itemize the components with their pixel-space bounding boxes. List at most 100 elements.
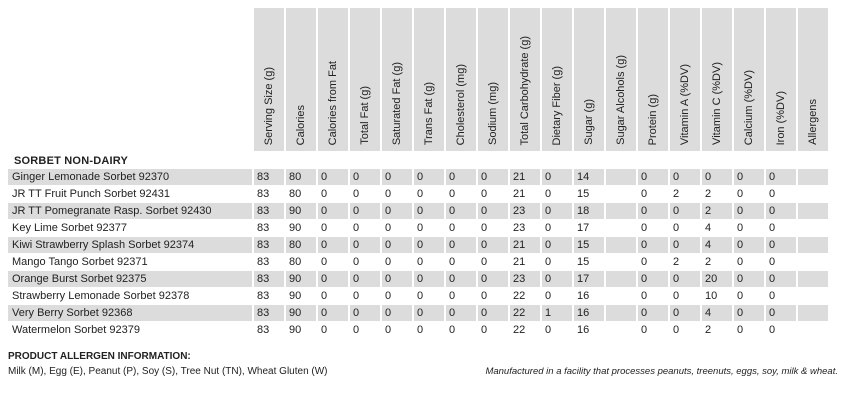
- table-cell: 0: [414, 237, 444, 253]
- table-cell: 0: [673, 324, 680, 336]
- column-header-label: Dietary Fiber (g): [551, 65, 563, 145]
- table-cell: 0: [638, 305, 668, 321]
- table-cell: [606, 220, 636, 236]
- table-cell: 0: [353, 324, 360, 336]
- table-row: Kiwi Strawberry Splash Sorbet 92374 83 80 0…: [8, 237, 830, 253]
- table-cell: 20: [702, 271, 732, 287]
- product-name: JR TT Pomegranate Rasp. Sorbet 92430: [8, 203, 252, 219]
- column-header-label: Cholesterol (mg): [455, 63, 467, 145]
- table-cell: 0: [641, 222, 648, 234]
- column-header-label: Iron (%DV): [775, 90, 787, 145]
- table-cell: 0: [318, 271, 348, 287]
- table-cell: 0: [737, 188, 744, 200]
- table-row: JR TT Fruit Punch Sorbet 92431 83 80 0 0 0 0 0 0…: [8, 186, 830, 202]
- allergen-legend: Milk (M), Egg (E), Peanut (P), Soy (S), …: [8, 366, 328, 377]
- column-header-label: Total Fat (g): [359, 86, 371, 145]
- table-cell: 1: [542, 305, 572, 321]
- table-cell: [606, 322, 636, 338]
- table-cell: [606, 254, 636, 270]
- table-cell: 0: [321, 222, 328, 234]
- table-cell: 0: [417, 256, 424, 268]
- table-cell: 0: [353, 290, 360, 302]
- table-cell: 0: [766, 305, 796, 321]
- table-cell: 0: [542, 271, 572, 287]
- table-cell: 0: [385, 290, 392, 302]
- table-cell: 0: [382, 305, 412, 321]
- table-cell: 0: [545, 324, 552, 336]
- table-cell: 23: [513, 222, 526, 234]
- table-cell: 0: [734, 237, 764, 253]
- table-cell: 0: [350, 203, 380, 219]
- column-header: Calories from Fat: [318, 8, 348, 151]
- table-cell: 0: [446, 203, 476, 219]
- table-cell: 90: [289, 290, 302, 302]
- table-cell: 0: [478, 305, 508, 321]
- table-cell: 0: [321, 324, 328, 336]
- table-cell: 80: [289, 188, 302, 200]
- table-cell: 21: [510, 169, 540, 185]
- table-cell: 22: [510, 305, 540, 321]
- column-header: Vitamin C (%DV): [702, 8, 732, 151]
- table-cell: 0: [449, 256, 456, 268]
- table-cell: 0: [478, 169, 508, 185]
- table-cell: 83: [257, 290, 270, 302]
- allergen-info-title: PRODUCT ALLERGEN INFORMATION:: [8, 351, 191, 362]
- table-cell: 0: [737, 324, 744, 336]
- table-cell: 14: [574, 169, 604, 185]
- table-cell: 0: [446, 305, 476, 321]
- table-cell: 0: [446, 271, 476, 287]
- table-cell: 0: [385, 222, 392, 234]
- column-header: Trans Fat (g): [414, 8, 444, 151]
- table-cell: 0: [350, 169, 380, 185]
- column-header: Iron (%DV): [766, 8, 796, 151]
- table-cell: 90: [286, 203, 316, 219]
- facility-note: Manufactured in a facility that processe…: [485, 366, 838, 377]
- table-cell: 0: [350, 305, 380, 321]
- column-header: Serving Size (g): [254, 8, 284, 151]
- column-header-label: Calories: [295, 104, 307, 145]
- table-cell: 2: [673, 188, 680, 200]
- column-header-label: Saturated Fat (g): [391, 61, 403, 145]
- table-cell: 0: [737, 256, 744, 268]
- table-cell: 90: [289, 222, 302, 234]
- column-header-label: Sugar (g): [583, 99, 595, 145]
- table-cell: 0: [670, 305, 700, 321]
- table-cell: 0: [769, 188, 776, 200]
- table-cell: 80: [289, 256, 302, 268]
- column-header-label: Calories from Fat: [327, 60, 339, 145]
- column-header: Calcium (%DV): [734, 8, 764, 151]
- table-cell: 0: [734, 169, 764, 185]
- column-header: Saturated Fat (g): [382, 8, 412, 151]
- column-header-label: Vitamin A (%DV): [679, 63, 691, 145]
- table-cell: 0: [449, 290, 456, 302]
- table-cell: 83: [257, 324, 270, 336]
- table-cell: 0: [446, 237, 476, 253]
- table-cell: 0: [734, 271, 764, 287]
- table-cell: 16: [577, 324, 590, 336]
- table-cell: 0: [414, 203, 444, 219]
- table-cell: 2: [702, 203, 732, 219]
- table-row: Ginger Lemonade Sorbet 92370 83 80 0 0 0 0 0 0 21…: [8, 169, 830, 185]
- table-cell: [606, 186, 636, 202]
- product-name: Key Lime Sorbet 92377: [12, 222, 127, 234]
- table-cell: 83: [257, 222, 270, 234]
- table-cell: 0: [385, 256, 392, 268]
- table-cell: 83: [257, 188, 270, 200]
- table-cell: 17: [577, 222, 590, 234]
- table-cell: 0: [638, 203, 668, 219]
- column-header: Total Fat (g): [350, 8, 380, 151]
- column-header: Cholesterol (mg): [446, 8, 476, 151]
- table-row: Very Berry Sorbet 92368 83 90 0 0 0 0 0 0 22 1 16 0 0…: [8, 305, 830, 321]
- table-cell: 0: [769, 324, 776, 336]
- table-cell: 2: [705, 188, 712, 200]
- table-row: Orange Burst Sorbet 92375 83 90 0 0 0 0 0 0 23 0 17…: [8, 271, 830, 287]
- table-cell: 0: [673, 290, 680, 302]
- column-header: Sugar (g): [574, 8, 604, 151]
- table-cell: 0: [385, 324, 392, 336]
- table-row: Watermelon Sorbet 92379 83 90 0 0 0 0 0 0 22 0 16 0 0…: [8, 322, 830, 338]
- column-headers: Serving Size (g) Calories Calories from Fa…: [254, 8, 830, 151]
- table-cell: 0: [641, 256, 648, 268]
- column-header: Allergens: [798, 8, 828, 151]
- table-cell: 0: [350, 237, 380, 253]
- table-cell: 0: [766, 169, 796, 185]
